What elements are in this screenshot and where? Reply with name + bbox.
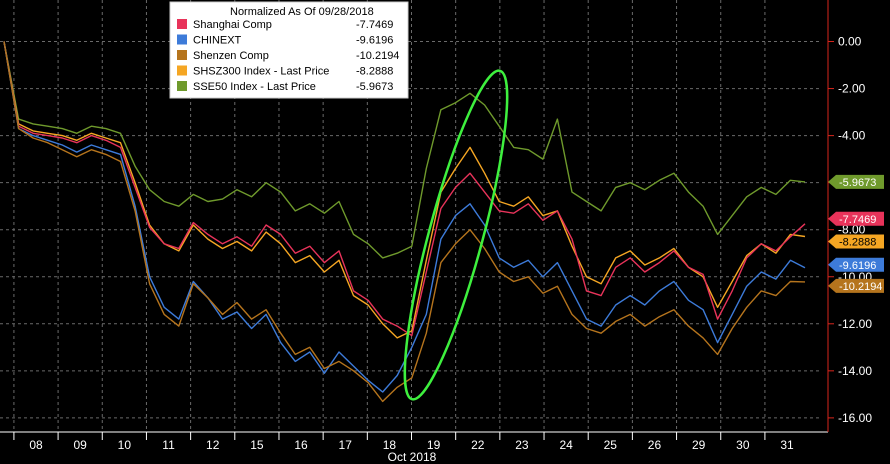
x-axis-ticks: 08 09 10 11 12 15 16 17 18 19 22 23 24 25 26 29 30 31	[0, 431, 828, 452]
legend-series-value: -7.7469	[356, 19, 393, 31]
last-value-tags: -7.7469 -9.6196 -10.2194 -8.2888 -5.9673	[828, 174, 884, 293]
legend-swatch	[177, 65, 187, 76]
x-tick-label: 11	[162, 438, 175, 452]
last-value-tag	[828, 211, 884, 226]
x-tick-label: 22	[471, 438, 485, 452]
last-value-label: -10.2194	[839, 281, 882, 293]
legend-series-value: -8.2888	[356, 66, 393, 78]
x-tick-label: 18	[383, 438, 397, 452]
x-axis-title: Oct 2018	[388, 450, 437, 464]
legend-box	[169, 1, 409, 99]
legend-series-name: CHINEXT	[193, 35, 242, 47]
x-tick-label: 15	[250, 438, 264, 452]
y-tick-label: 0.00	[838, 35, 862, 49]
last-value-tag	[828, 234, 884, 249]
y-tick-label: -16.00	[838, 411, 872, 425]
legend-series-name: Shenzen Comp	[193, 50, 269, 62]
last-value-label: -9.6196	[839, 260, 876, 272]
legend: Normalized As Of 09/28/2018 Shanghai Com…	[169, 1, 409, 99]
last-value-tag	[828, 278, 884, 293]
x-tick-label: 12	[206, 438, 220, 452]
x-tick-label: 24	[559, 438, 573, 452]
y-tick-label: -4.00	[838, 129, 866, 143]
x-tick-label: 09	[73, 438, 87, 452]
legend-series-name: SSE50 Index - Last Price	[193, 81, 316, 93]
last-value-label: -7.7469	[839, 214, 876, 226]
x-tick-label: 30	[736, 438, 750, 452]
x-tick-label: 29	[692, 438, 706, 452]
last-value-tag	[828, 257, 884, 272]
x-tick-label: 17	[339, 438, 353, 452]
legend-series-value: -5.9673	[356, 81, 393, 93]
x-tick-label: 19	[427, 438, 441, 452]
y-tick-label: -2.00	[838, 82, 866, 96]
x-tick-label: 08	[29, 438, 43, 452]
series-line-shsz300-index-last-price	[3, 41, 806, 339]
legend-items: Shanghai Comp -7.7469 CHINEXT -9.6196 Shenze…	[177, 19, 399, 93]
y-tick-label: -12.00	[838, 317, 872, 331]
last-value-label: -8.2888	[839, 236, 876, 248]
y-tick-label: -8.00	[838, 223, 866, 237]
legend-swatch	[177, 81, 187, 91]
x-tick-label: 10	[118, 438, 132, 452]
legend-series-name: Shanghai Comp	[193, 19, 272, 31]
y-tick-label: -14.00	[838, 364, 872, 378]
x-tick-label: 25	[604, 438, 618, 452]
legend-series-value: -9.6196	[356, 35, 393, 47]
last-value-label: -5.9673	[839, 177, 876, 189]
x-tick-label: 23	[515, 438, 529, 452]
legend-swatch	[177, 50, 187, 60]
last-value-tag	[828, 174, 884, 189]
legend-swatch	[177, 34, 187, 45]
series-line-shanghai-comp	[3, 41, 806, 337]
highlight-oval	[403, 69, 509, 401]
legend-series-name: SHSZ300 Index - Last Price	[193, 66, 329, 78]
x-tick-label: 16	[294, 438, 308, 452]
x-tick-label: 26	[648, 438, 662, 452]
series-line-sse50-index-last-price	[3, 41, 806, 259]
legend-swatch	[177, 19, 187, 29]
x-tick-label: 31	[780, 438, 794, 452]
chart-title: Normalized As Of 09/28/2018	[230, 6, 374, 18]
legend-series-value: -10.2194	[356, 50, 399, 62]
